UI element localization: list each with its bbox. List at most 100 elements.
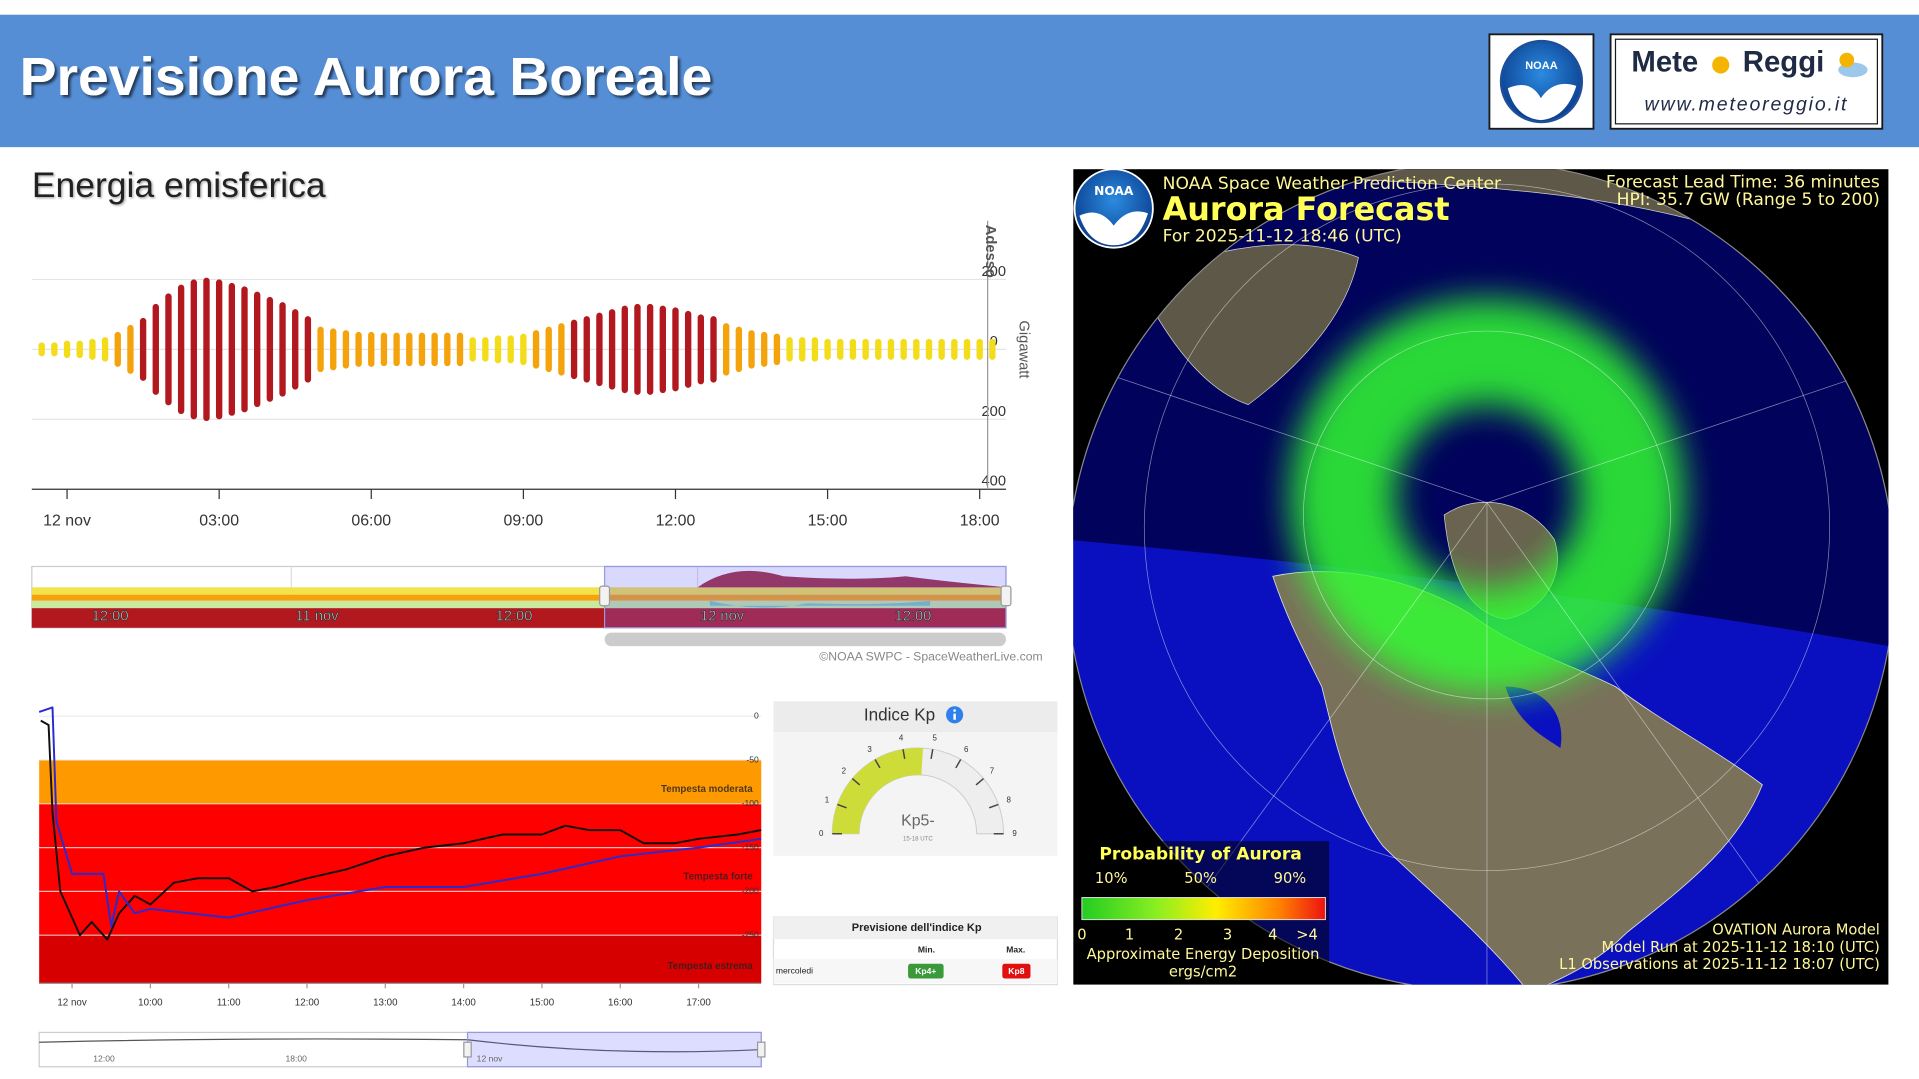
colorbar <box>1081 897 1326 921</box>
map-body <box>1073 169 1889 985</box>
navigator-handle[interactable] <box>463 1041 472 1058</box>
lead-time: Forecast Lead Time: 36 minutes <box>1606 173 1880 193</box>
gauge-tick-label: 2 <box>842 767 847 776</box>
bar <box>748 330 755 369</box>
navigator-handle[interactable] <box>599 585 611 607</box>
series-line <box>38 706 762 928</box>
kp-gauge: Indice Kp 0 1 2 3 4 5 6 7 8 9 Kp5- 15-18 UTC <box>819 705 1017 843</box>
bar <box>545 326 552 373</box>
y-tick-label: 200 <box>982 404 1006 420</box>
bar <box>799 337 806 362</box>
colorbar-title: Approximate Energy Deposition <box>1087 946 1320 963</box>
page-title: Previsione Aurora Boreale <box>20 47 713 107</box>
graticule <box>1486 367 1885 504</box>
legend-percent: 90% <box>1274 870 1307 887</box>
x-tick-label: 15:00 <box>808 512 848 529</box>
bar <box>811 337 819 362</box>
table-cell: Kp4+ <box>915 966 936 976</box>
bar <box>482 337 489 362</box>
bar <box>63 340 71 359</box>
sun-icon <box>1712 56 1730 74</box>
bar <box>304 316 312 383</box>
navigator-label: 12 nov <box>477 1054 503 1064</box>
x-tick-label: 15:00 <box>530 998 555 1009</box>
navigator: 12:00 11 nov 12:00 12 nov 12:00 <box>31 565 1012 647</box>
navigator-selection[interactable] <box>603 565 1007 629</box>
navigator-area <box>697 570 1007 588</box>
gauge-value-label: Kp5- <box>901 813 935 830</box>
now-label: Adesso <box>982 225 998 278</box>
meteoreggio-logo: Mete Reggi www.meteoreggio.it <box>1609 33 1884 130</box>
bar <box>355 331 362 367</box>
bar <box>697 314 705 385</box>
x-tick-label: 12 nov <box>57 998 86 1009</box>
bar <box>621 305 628 394</box>
bar <box>735 326 743 373</box>
navigator-handle[interactable] <box>756 1041 766 1058</box>
bar <box>177 284 185 415</box>
navigator-band <box>31 608 1007 628</box>
bar <box>710 316 717 383</box>
colorbar-tick: >4 <box>1296 927 1318 944</box>
x-tick-label: 06:00 <box>351 512 391 529</box>
bar <box>444 332 451 367</box>
cloud-sun <box>1839 52 1855 68</box>
legend-percent: 50% <box>1184 870 1217 887</box>
x-tick-label: 03:00 <box>199 512 239 529</box>
gauge-value <box>832 747 923 834</box>
bar <box>101 337 109 362</box>
logo-wave <box>1507 83 1577 121</box>
x-tick-label: 11:00 <box>217 998 241 1009</box>
colorbar-unit: ergs/cm2 <box>1169 963 1237 980</box>
bar <box>558 323 565 376</box>
aurora-map: NOAA NOAA Space Weather Prediction Cente… <box>1073 168 1889 985</box>
navigator-label: 12:00 <box>92 609 129 625</box>
bar <box>139 317 147 381</box>
y-tick-label: 0 <box>754 710 759 720</box>
info-icon-stem <box>953 713 956 720</box>
bar <box>380 332 388 367</box>
navigator-label: 12:00 <box>895 609 932 625</box>
navigator-selection[interactable] <box>466 1031 762 1068</box>
x-tick-label: 16:00 <box>608 998 633 1009</box>
bar <box>862 338 869 360</box>
map-logo-text: NOAA <box>1094 184 1134 198</box>
bar <box>456 332 464 367</box>
table-cell: Kp8 <box>1008 966 1024 976</box>
logo-box <box>1609 33 1884 130</box>
gauge-subtitle: 15-18 UTC <box>903 835 933 842</box>
bar <box>165 293 172 406</box>
bar <box>963 338 971 360</box>
gauge-tick <box>902 749 906 760</box>
gauge-tick-label: 7 <box>990 767 995 776</box>
logo-frame <box>1614 38 1879 125</box>
bar <box>317 326 324 373</box>
bar <box>583 316 590 383</box>
hemispheric-power-chart: 200020040012 nov03:0006:0009:0012:0015:0… <box>31 220 1031 529</box>
bar <box>292 309 299 390</box>
bar <box>596 312 603 387</box>
x-tick-label: 09:00 <box>503 512 543 529</box>
gauge-tick-label: 0 <box>819 829 824 838</box>
bar <box>127 324 134 374</box>
gauge-tick-label: 1 <box>825 796 830 805</box>
column-header: Max. <box>1006 945 1025 955</box>
navigator-handle[interactable] <box>1000 585 1012 607</box>
band-label: Tempesta moderata <box>661 784 753 795</box>
gauge-tick-label: 9 <box>1012 829 1017 838</box>
bar <box>684 310 692 388</box>
info-icon-dot <box>953 709 956 712</box>
table-header <box>773 917 1058 940</box>
x-tick-label: 18:00 <box>960 512 1000 529</box>
bar <box>520 333 527 366</box>
bar <box>900 338 907 360</box>
bar <box>786 337 793 362</box>
x-tick-label: 14:00 <box>451 998 476 1009</box>
scrollbar[interactable] <box>604 632 1007 647</box>
navigator-label: 12:00 <box>93 1054 115 1064</box>
bar <box>532 330 540 369</box>
y-tick-label: -250 <box>742 929 759 939</box>
bar <box>913 338 920 360</box>
gauge-tick-label: 3 <box>867 745 872 754</box>
